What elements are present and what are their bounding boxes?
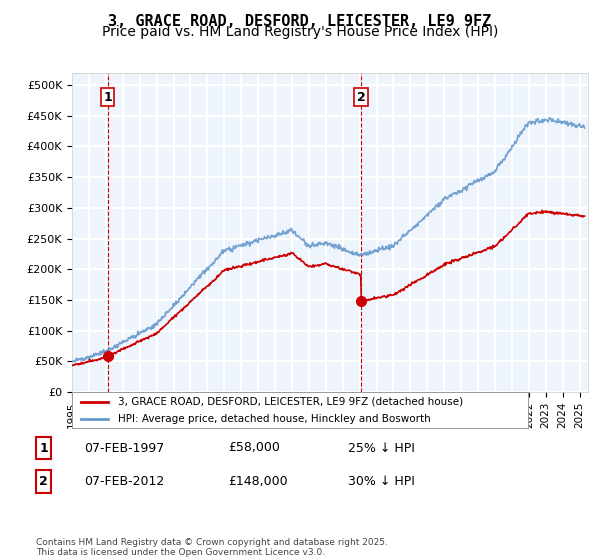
Text: 1: 1 [39,441,48,455]
Text: £58,000: £58,000 [228,441,280,455]
Text: Price paid vs. HM Land Registry's House Price Index (HPI): Price paid vs. HM Land Registry's House … [102,25,498,39]
Text: HPI: Average price, detached house, Hinckley and Bosworth: HPI: Average price, detached house, Hinc… [118,414,430,423]
Text: Contains HM Land Registry data © Crown copyright and database right 2025.
This d: Contains HM Land Registry data © Crown c… [36,538,388,557]
Text: 2: 2 [39,475,48,488]
Text: £148,000: £148,000 [228,475,287,488]
Text: 3, GRACE ROAD, DESFORD, LEICESTER, LE9 9FZ: 3, GRACE ROAD, DESFORD, LEICESTER, LE9 9… [109,14,491,29]
Text: 30% ↓ HPI: 30% ↓ HPI [348,475,415,488]
Text: 07-FEB-2012: 07-FEB-2012 [84,475,164,488]
Text: 07-FEB-1997: 07-FEB-1997 [84,441,164,455]
Text: 1: 1 [103,91,112,104]
Text: 2: 2 [357,91,365,104]
Text: 25% ↓ HPI: 25% ↓ HPI [348,441,415,455]
Text: 3, GRACE ROAD, DESFORD, LEICESTER, LE9 9FZ (detached house): 3, GRACE ROAD, DESFORD, LEICESTER, LE9 9… [118,397,463,407]
